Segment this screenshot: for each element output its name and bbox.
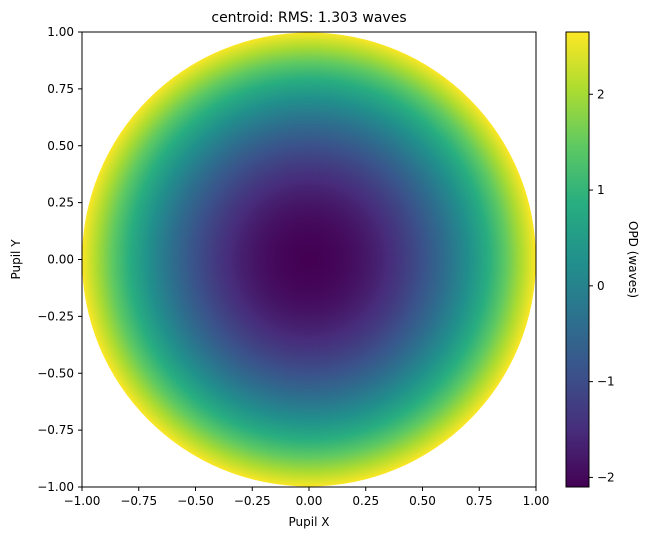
- y-axis-label: Pupil Y: [9, 239, 23, 280]
- y-tick-label: −0.75: [37, 423, 74, 437]
- y-tick-label: 0.50: [47, 139, 74, 153]
- y-axis-ticks: 1.00 0.75 0.50 0.25 0.00 −0.25 −0.50 −0.75 −1.00: [37, 25, 82, 494]
- y-tick-label: 0.00: [47, 253, 74, 267]
- x-tick-label: −0.25: [234, 494, 271, 508]
- colorbar-tick-label: 2: [597, 87, 605, 101]
- x-tick-label: −1.00: [64, 494, 101, 508]
- x-tick-label: 0.25: [352, 494, 379, 508]
- x-tick-label: −0.50: [177, 494, 214, 508]
- y-tick-label: 0.25: [47, 196, 74, 210]
- colorbar-tick-label: −2: [597, 470, 615, 484]
- opd-heatmap: [82, 32, 536, 487]
- colorbar: [565, 31, 590, 488]
- x-tick-label: 0.50: [409, 494, 436, 508]
- colorbar-tick-label: 1: [597, 183, 605, 197]
- y-tick-label: −0.25: [37, 309, 74, 323]
- opd-heatmap-canvas: [82, 32, 536, 487]
- x-tick-label: −0.75: [120, 494, 157, 508]
- y-tick-label: 0.75: [47, 82, 74, 96]
- colorbar-ticks: 2 1 0 −1 −2: [589, 87, 615, 484]
- x-tick-label: 0.00: [296, 494, 323, 508]
- x-tick-label: 0.75: [466, 494, 493, 508]
- chart-title: centroid: RMS: 1.303 waves: [211, 10, 406, 26]
- x-axis-label: Pupil X: [289, 515, 330, 529]
- x-axis-ticks: −1.00 −0.75 −0.50 −0.25 0.00 0.25 0.50 0.75 1.00: [64, 487, 550, 508]
- y-tick-label: 1.00: [47, 25, 74, 39]
- colorbar-label: OPD (waves): [626, 221, 640, 298]
- colorbar-tick-label: −1: [597, 375, 615, 389]
- y-tick-label: −1.00: [37, 480, 74, 494]
- y-tick-label: −0.50: [37, 366, 74, 380]
- x-tick-label: 1.00: [523, 494, 550, 508]
- colorbar-tick-label: 0: [597, 279, 605, 293]
